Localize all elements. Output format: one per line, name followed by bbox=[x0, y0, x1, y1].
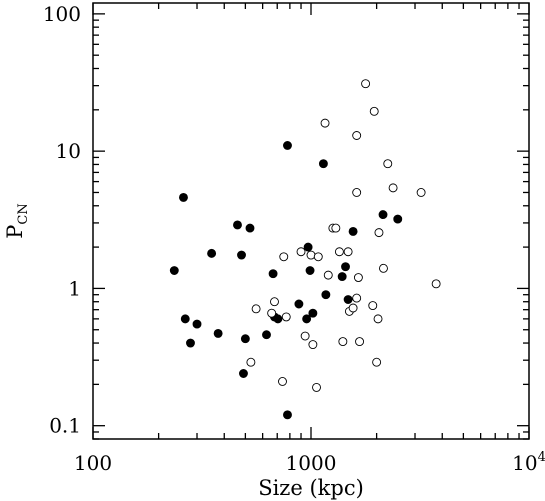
filled-point bbox=[268, 269, 278, 279]
open-point bbox=[352, 293, 362, 303]
open-point bbox=[431, 279, 441, 289]
open-point bbox=[323, 270, 333, 280]
filled-point bbox=[240, 334, 250, 344]
open-point bbox=[352, 188, 362, 197]
open-point bbox=[281, 312, 291, 322]
open-point bbox=[296, 247, 306, 257]
open-point bbox=[374, 228, 384, 238]
x-tick-label: 1000 bbox=[286, 451, 337, 475]
open-point bbox=[379, 263, 388, 273]
y-tick-label: 0.1 bbox=[49, 414, 81, 438]
filled-point bbox=[245, 223, 255, 233]
filled-point bbox=[213, 328, 223, 338]
filled-point bbox=[294, 299, 304, 309]
open-point bbox=[373, 314, 383, 324]
x-axis-label: Size (kpc) bbox=[258, 476, 364, 500]
open-point bbox=[313, 252, 323, 262]
filled-point bbox=[341, 262, 350, 272]
filled-point bbox=[303, 242, 313, 252]
filled-point bbox=[180, 314, 190, 324]
filled-point bbox=[192, 319, 202, 329]
open-point bbox=[369, 106, 379, 116]
open-point bbox=[388, 183, 398, 193]
plot-frame bbox=[92, 2, 530, 440]
open-point bbox=[368, 301, 378, 311]
filled-point bbox=[273, 314, 283, 324]
filled-point bbox=[207, 248, 217, 258]
filled-point bbox=[302, 314, 312, 324]
open-point bbox=[306, 250, 316, 260]
x-tick-label: 104 bbox=[512, 450, 545, 475]
open-point bbox=[416, 188, 426, 197]
open-point bbox=[338, 337, 348, 347]
open-point bbox=[331, 223, 341, 233]
open-point bbox=[343, 247, 353, 257]
filled-point bbox=[348, 227, 358, 236]
open-point bbox=[267, 308, 277, 318]
open-point bbox=[300, 331, 310, 341]
filled-point bbox=[186, 338, 195, 348]
filled-point bbox=[239, 369, 248, 378]
filled-point bbox=[262, 330, 271, 340]
filled-point bbox=[308, 308, 318, 318]
tick-labels: 100 1000 104 0.1 1 10 100 bbox=[43, 2, 545, 475]
open-point bbox=[372, 357, 382, 367]
open-point bbox=[312, 382, 321, 392]
open-point bbox=[352, 131, 362, 140]
filled-point bbox=[305, 266, 315, 275]
open-point bbox=[383, 159, 393, 169]
filled-point bbox=[343, 295, 353, 304]
open-point bbox=[334, 247, 344, 257]
filled-point bbox=[237, 250, 246, 260]
y-tick-label: 1 bbox=[68, 276, 81, 300]
x-tick-label: 100 bbox=[74, 451, 112, 475]
filled-point bbox=[321, 290, 331, 300]
y-axis-label-main: P bbox=[3, 225, 27, 239]
filled-point bbox=[378, 210, 388, 220]
filled-point bbox=[283, 410, 292, 420]
y-axis-label-subscript: CN bbox=[16, 203, 31, 224]
open-point bbox=[355, 337, 365, 347]
tick-marks bbox=[92, 3, 530, 440]
open-point bbox=[251, 304, 261, 314]
open-point bbox=[320, 118, 330, 128]
open-point bbox=[308, 340, 318, 350]
open-point bbox=[270, 297, 279, 307]
open-point bbox=[278, 377, 287, 386]
open-point bbox=[361, 79, 371, 89]
y-axis-label: PCN bbox=[3, 203, 31, 238]
filled-point bbox=[233, 220, 242, 230]
open-point bbox=[348, 303, 358, 313]
filled-point bbox=[283, 141, 292, 150]
filled-point bbox=[169, 266, 179, 275]
y-tick-label: 100 bbox=[43, 2, 81, 26]
y-tick-label: 10 bbox=[56, 139, 81, 163]
open-point bbox=[353, 273, 363, 283]
filled-point bbox=[393, 214, 403, 224]
filled-point bbox=[337, 272, 347, 282]
data-points bbox=[169, 79, 441, 420]
filled-point bbox=[179, 192, 188, 202]
open-point bbox=[246, 357, 256, 367]
open-point bbox=[279, 252, 289, 262]
filled-point bbox=[318, 159, 328, 169]
